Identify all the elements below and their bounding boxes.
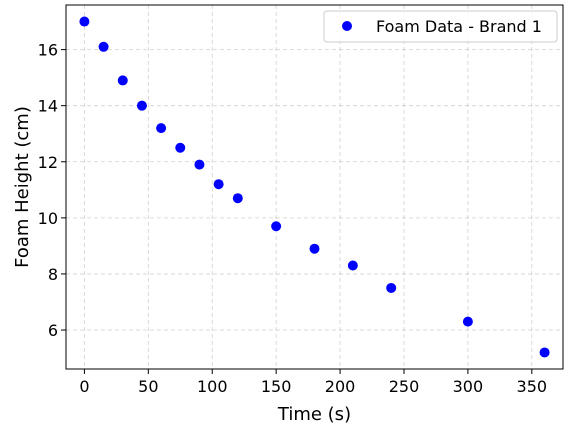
y-axis-ticks: 6 8 10 12 14 16 (38, 41, 66, 340)
data-point (386, 282, 397, 293)
data-point (232, 193, 243, 204)
x-tick-label: 350 (517, 377, 548, 396)
legend-label: Foam Data - Brand 1 (376, 17, 542, 36)
y-tick-label: 12 (38, 153, 58, 172)
x-tick-label: 50 (138, 377, 158, 396)
plot-area-frame (65, 4, 564, 370)
data-point (462, 316, 473, 327)
x-axis-label: Time (s) (277, 404, 351, 425)
y-tick-label: 16 (38, 41, 58, 60)
data-point (117, 75, 128, 86)
data-point (213, 179, 224, 190)
y-tick-label: 8 (48, 265, 58, 284)
data-point (98, 41, 109, 52)
legend-box (323, 10, 558, 43)
y-tick-label: 6 (48, 321, 58, 340)
x-axis-ticks: 0 50 100 150 200 250 300 350 (79, 369, 547, 396)
data-points (79, 16, 550, 358)
data-point (309, 243, 320, 254)
data-point (156, 123, 167, 134)
legend-marker (342, 21, 352, 31)
data-point (175, 142, 186, 153)
data-point (136, 100, 147, 111)
x-tick-label: 0 (79, 377, 89, 396)
y-tick-label: 10 (38, 209, 58, 228)
x-tick-label: 300 (453, 377, 484, 396)
legend: Foam Data - Brand 1 (323, 10, 558, 43)
data-point (194, 159, 205, 170)
y-axis-label: Foam Height (cm) (12, 106, 33, 268)
grid-layer (66, 5, 563, 369)
x-tick-label: 200 (325, 377, 356, 396)
x-tick-label: 150 (261, 377, 292, 396)
data-point (347, 260, 358, 271)
x-tick-label: 250 (389, 377, 420, 396)
data-point (79, 16, 90, 27)
y-tick-label: 14 (38, 97, 58, 116)
data-point (539, 347, 550, 358)
data-point (271, 221, 282, 232)
x-tick-label: 100 (197, 377, 228, 396)
